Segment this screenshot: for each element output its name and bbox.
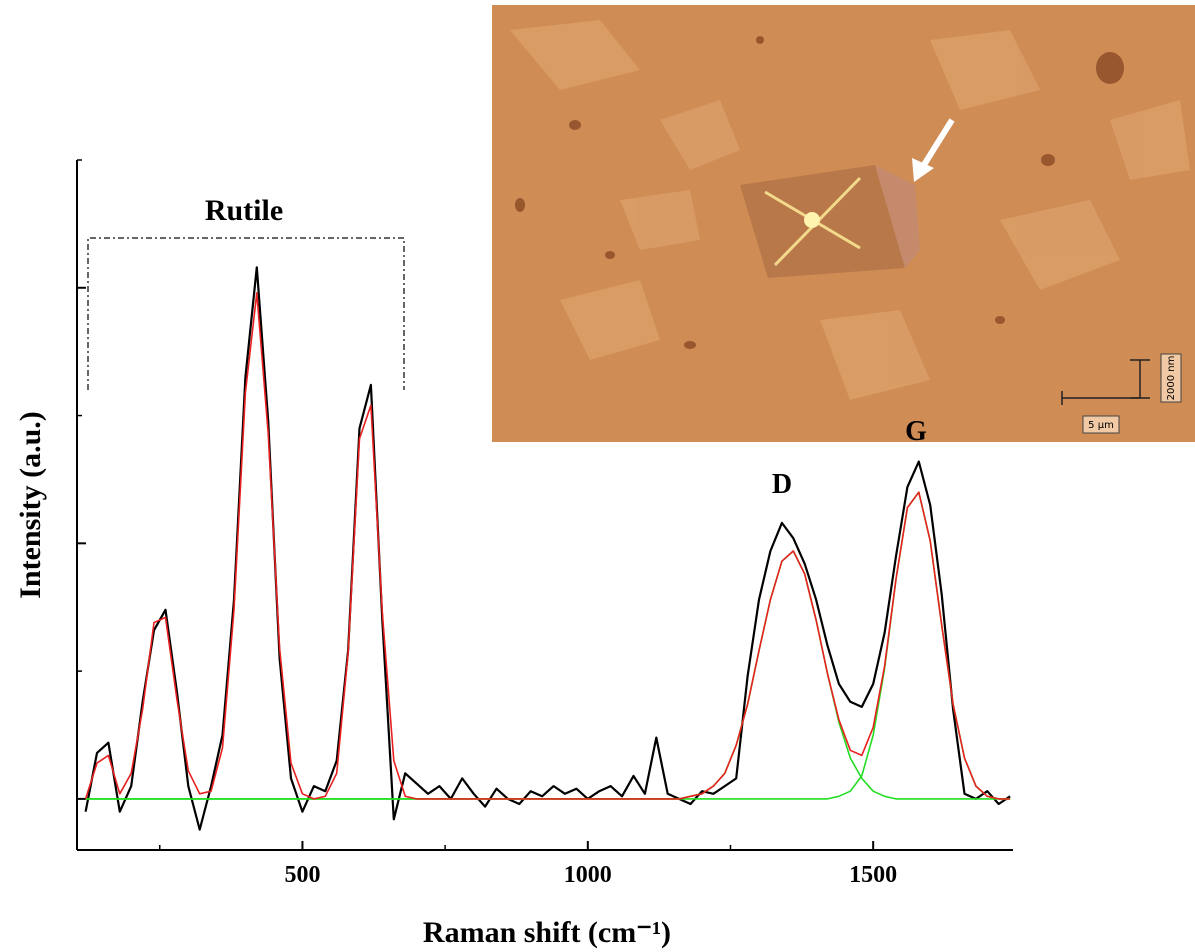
- scale-height-label: 2000 nm: [1166, 356, 1177, 401]
- x-tick-label: 500: [284, 862, 320, 888]
- x-axis-label: Raman shift (cm⁻¹): [423, 916, 671, 949]
- series-line: [85, 550, 1011, 800]
- inset-image: 2000 nm 5 µm: [492, 5, 1195, 442]
- series-line: [85, 491, 1011, 800]
- rutile-bracket: [87, 237, 405, 390]
- scale-width-label: 5 µm: [1088, 420, 1114, 431]
- annotation: D: [772, 469, 792, 500]
- annotation: Rutile: [205, 194, 283, 227]
- annotation: G: [905, 416, 927, 447]
- x-tick-label: 1500: [849, 862, 897, 888]
- series-line: [84, 292, 1011, 800]
- y-axis-label: Intensity (a.u.): [14, 411, 47, 599]
- x-tick-label: 1000: [564, 862, 612, 888]
